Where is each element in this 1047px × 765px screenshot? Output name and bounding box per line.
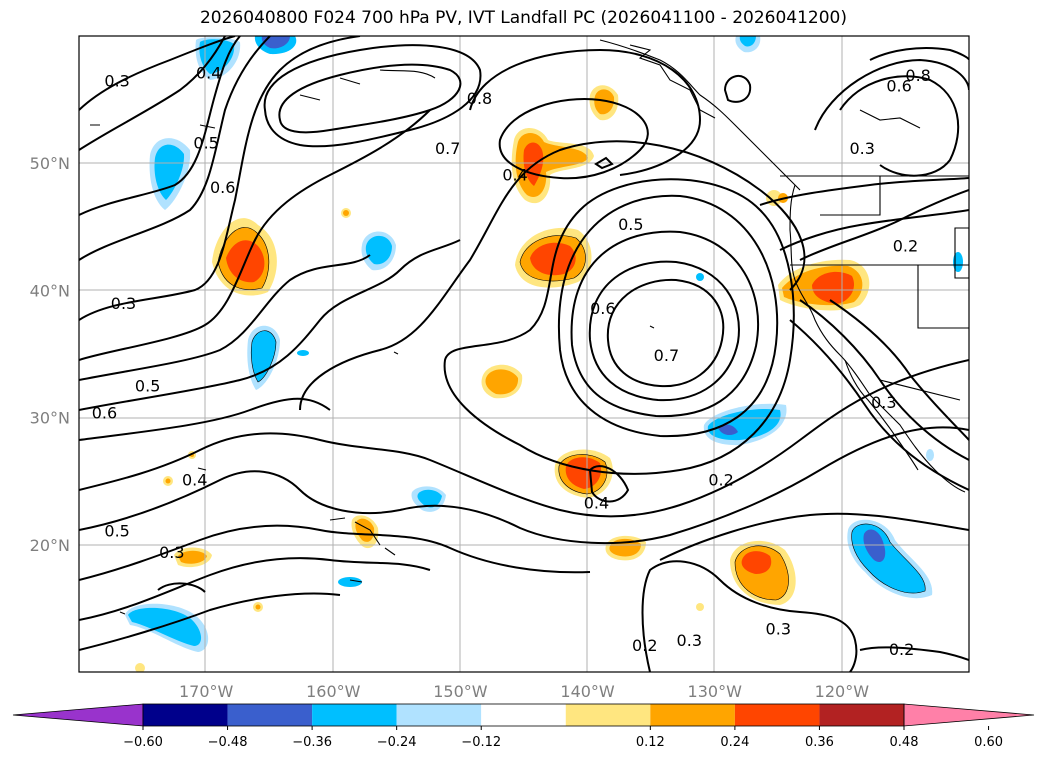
contour-label: 0.5 [193, 134, 218, 153]
colorbar-label: 0.24 [720, 735, 749, 750]
negative-anomaly-6 [847, 519, 933, 599]
contour-label: 0.3 [111, 294, 136, 313]
contour-label: 0.7 [435, 139, 460, 158]
contour-label: 0.3 [677, 631, 702, 650]
colorbar-label: −0.60 [123, 735, 163, 750]
colorbar-label: 0.12 [636, 735, 665, 750]
negative-anomaly-7 [125, 603, 209, 652]
contour-label: 0.4 [584, 494, 609, 513]
contour-label: 0.2 [893, 237, 918, 256]
contour-label: 0.3 [766, 620, 791, 639]
contour-label: 0.4 [182, 471, 207, 490]
contour-label: 0.8 [905, 66, 930, 85]
lat-tick-label: 20°N [30, 536, 70, 555]
contour-label: 0.7 [654, 346, 679, 365]
lat-tick-label: 40°N [30, 281, 70, 300]
positive-anomaly-8 [730, 540, 796, 605]
map-frame [78, 35, 970, 673]
positive-anomaly-9 [605, 535, 646, 561]
colorbar-label: −0.48 [208, 735, 248, 750]
colorbar-swatch [819, 704, 904, 726]
latitude-tick-labels: 20°N 30°N 40°N 50°N [30, 154, 70, 555]
contour-label: 0.6 [590, 299, 615, 318]
lon-tick-label: 130°W [688, 682, 743, 701]
contour-label: 0.3 [849, 139, 874, 158]
negative-anomaly-3 [361, 231, 396, 271]
contour-label: 0.3 [871, 393, 896, 412]
negative-anomaly-2 [149, 138, 191, 210]
contour-label: 0.6 [886, 76, 911, 95]
colorbar-swatch [143, 704, 228, 726]
positive-anomaly-2 [515, 227, 592, 288]
coastline-layer [90, 39, 969, 615]
colorbar-label: −0.24 [377, 735, 417, 750]
positive-anomaly-6 [554, 449, 613, 498]
colorbar-swatch [565, 704, 651, 726]
contour-label: 0.2 [632, 636, 657, 655]
contour-label: 0.5 [135, 377, 160, 396]
colorbar-frame [142, 703, 905, 727]
contour-label: 0.3 [104, 71, 129, 90]
positive-anomaly-10 [351, 515, 379, 549]
longitude-tick-labels: 170°W 160°W 150°W 140°W 130°W 120°W [179, 682, 869, 701]
contour-label: 0.5 [104, 522, 129, 541]
positive-anomaly-4 [589, 85, 619, 121]
lat-tick-label: 30°N [30, 409, 70, 428]
colorbar-label: 0.48 [890, 735, 919, 750]
colorbar-label: −0.36 [292, 735, 332, 750]
shading-layer [125, 36, 963, 672]
contour-layer [79, 36, 969, 672]
contour-label: 0.3 [159, 543, 184, 562]
contour-label: 0.6 [92, 403, 117, 422]
contour-label: 0.5 [618, 215, 643, 234]
lon-tick-label: 120°W [815, 682, 870, 701]
colorbar: −0.60 −0.48 −0.36 −0.24 −0.12 0.12 0.24 0.36 0.4… [12, 703, 1035, 750]
lon-tick-label: 150°W [433, 682, 488, 701]
contour-label: 0.8 [467, 89, 492, 108]
colorbar-swatch [312, 704, 397, 726]
contour-label: 0.6 [210, 178, 235, 197]
lat-tick-label: 50°N [30, 154, 70, 173]
lon-tick-label: 160°W [306, 682, 361, 701]
colorbar-label: 0.36 [805, 735, 834, 750]
positive-anomaly-1 [212, 218, 277, 296]
colorbar-swatch [396, 704, 482, 726]
colorbar-swatch [481, 704, 566, 726]
negative-anomaly-5 [703, 403, 787, 446]
contour-label: 0.2 [708, 471, 733, 490]
contour-labels: 0.3 0.40.80.50.60.70.40.50.20.80.60.30.3 0… [92, 64, 931, 659]
positive-anomaly-7 [481, 364, 523, 399]
gridlines [79, 36, 969, 672]
colorbar-swatch [734, 704, 820, 726]
positive-anomaly-11 [174, 547, 212, 568]
contour-label: 0.2 [889, 640, 914, 659]
contour-label: 0.4 [196, 64, 221, 83]
chart-title: 2026040800 F024 700 hPa PV, IVT Landfall… [199, 8, 847, 28]
colorbar-swatch [650, 704, 735, 726]
negative-anomaly-1 [195, 36, 761, 80]
negative-anomaly-4 [247, 325, 280, 390]
colorbar-swatch [227, 704, 313, 726]
contour-label: 0.4 [502, 165, 527, 184]
lon-tick-label: 170°W [179, 682, 234, 701]
lon-tick-label: 140°W [560, 682, 615, 701]
colorbar-label: −0.12 [461, 735, 501, 750]
colorbar-extend-max [903, 703, 1035, 727]
colorbar-label: 0.60 [974, 735, 1003, 750]
shading-outline [217, 227, 926, 601]
colorbar-extend-min [12, 703, 144, 727]
